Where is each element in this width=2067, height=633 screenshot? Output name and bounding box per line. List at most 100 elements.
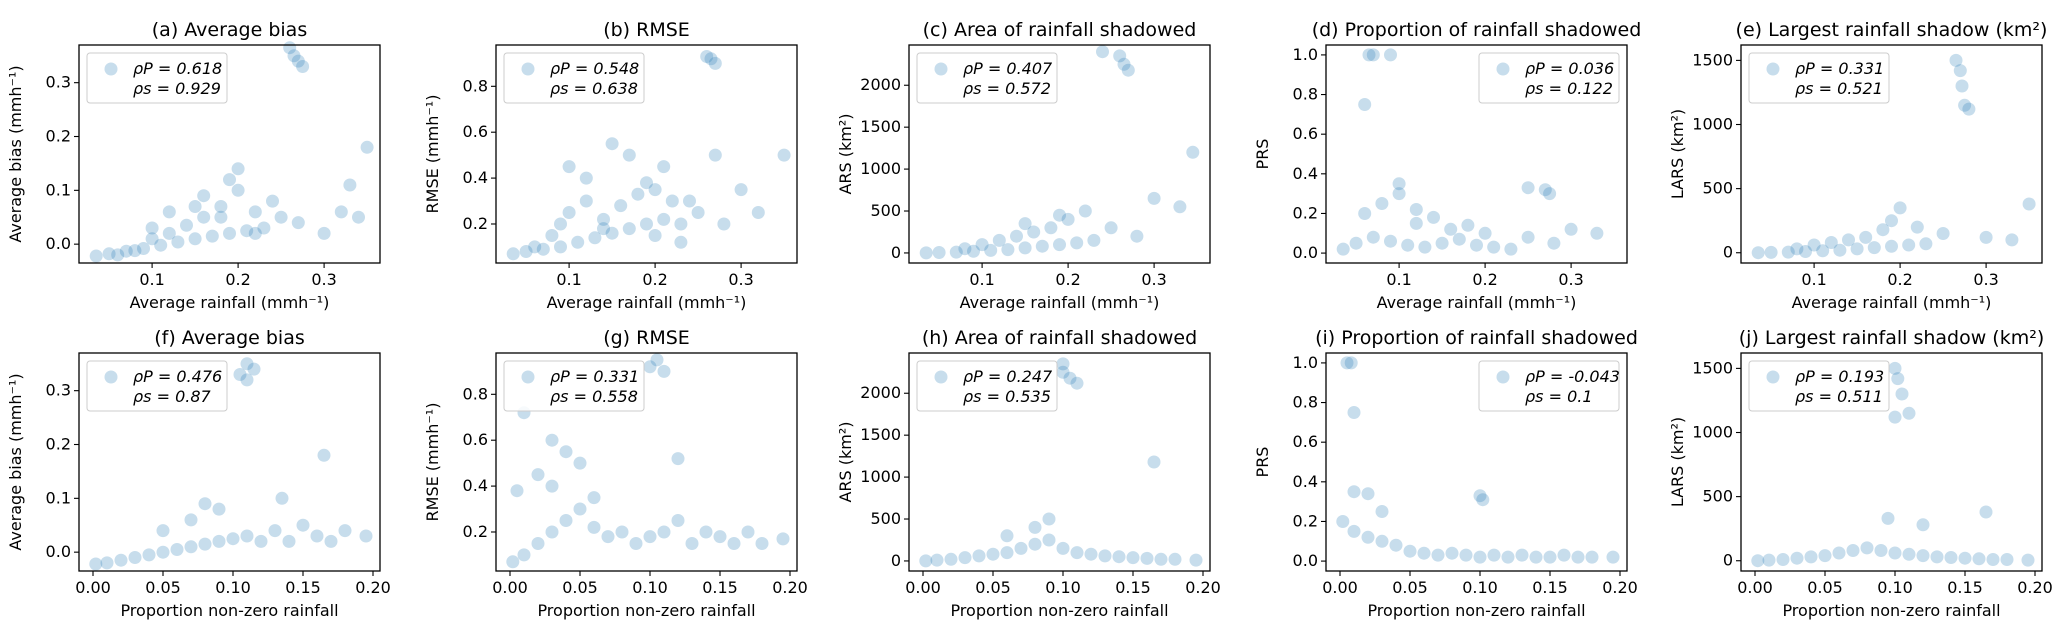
scatter-point [1790, 242, 1804, 256]
y-tick-label: 0.2 [463, 522, 488, 541]
scatter-point [967, 244, 980, 258]
scatter-point [1027, 225, 1041, 239]
scatter-point [579, 194, 593, 208]
scatter-point [156, 524, 170, 538]
legend-marker [1496, 62, 1510, 76]
y-tick-label: 0.4 [1293, 472, 1318, 491]
scatter-point [184, 513, 198, 527]
scatter-point [1358, 98, 1372, 111]
scatter-point [89, 249, 103, 263]
scatter-point [1409, 216, 1423, 230]
scatter-point [1860, 541, 1874, 555]
scatter-point [1902, 547, 1916, 561]
y-tick-label: 0 [891, 551, 901, 570]
axes-frame [908, 352, 1211, 572]
scatter-point [1336, 242, 1350, 256]
scatter-point [114, 553, 128, 567]
scatter-point [1375, 197, 1389, 210]
scatter-point [571, 235, 585, 249]
axes-frame [78, 352, 381, 572]
x-axis-label: Average rainfall (mmh⁻¹) [130, 293, 330, 312]
scatter-point [100, 556, 114, 570]
scatter-point [1061, 212, 1075, 226]
scatter-point [531, 468, 545, 482]
legend-entry: ρP = 0.331 [1795, 59, 1884, 78]
scatter-point [657, 212, 671, 226]
scatter-point [1515, 548, 1529, 562]
scatter-point [605, 226, 619, 240]
scatter-point [171, 235, 185, 249]
scatter-point [1916, 549, 1930, 563]
scatter-point [184, 540, 198, 554]
subplot-title: (c) Area of rainfall shadowed [923, 19, 1197, 41]
y-tick-label: 1500 [1692, 50, 1733, 69]
y-tick-label: 0.2 [463, 214, 488, 233]
scatter-point [1053, 238, 1066, 252]
scatter-point [142, 548, 156, 562]
scatter-point [1891, 372, 1905, 386]
scatter-point [986, 547, 1000, 561]
subplot-b: (b) RMSE 0.1 0.2 0.3 0.2 0.4 0.6 0.8 Average rai… [423, 19, 798, 312]
x-tick-label: 0.05 [562, 578, 598, 597]
scatter-point [665, 194, 679, 208]
scatter-point [352, 210, 365, 224]
scatter-point [683, 194, 696, 208]
scatter-points [89, 41, 374, 263]
scatter-point [137, 242, 150, 255]
x-axis-label: Proportion non-zero rainfall [1782, 601, 2000, 620]
scatter-point [1547, 236, 1561, 250]
scatter-point [1000, 529, 1014, 543]
y-axis-label: Average bias (mmh⁻¹) [6, 65, 25, 242]
scatter-point [1070, 236, 1084, 250]
scatter-point [685, 537, 699, 550]
scatter-point [751, 206, 765, 219]
y-axis-label: RMSE (mmh⁻¹) [423, 95, 442, 214]
scatter-point [755, 537, 769, 550]
scatter-point [717, 217, 731, 231]
scatter-point [1347, 485, 1361, 499]
scatter-point [317, 448, 331, 462]
scatter-point [1154, 552, 1168, 566]
legend-entry: ρP = 0.548 [550, 59, 639, 78]
scatter-point [1113, 49, 1127, 63]
legend-box [503, 360, 645, 412]
scatter-point [282, 534, 296, 548]
subplot-c: (c) Area of rainfall shadowed 0.1 0.2 0.3 0 5… [836, 19, 1211, 312]
y-tick-label: 2000 [860, 75, 901, 94]
scatter-point [536, 242, 550, 256]
scatter-point [1885, 214, 1898, 228]
scatter-point [1189, 553, 1203, 567]
x-tick-label: 0.15 [285, 578, 321, 597]
scatter-point [1470, 238, 1483, 252]
scatter-point [562, 160, 576, 174]
scatter-point [1590, 226, 1604, 240]
legend-box [86, 360, 228, 412]
scatter-point [1564, 222, 1578, 236]
y-tick-label: 1.0 [1293, 45, 1318, 64]
legend-entry: ρP = 0.247 [963, 367, 1053, 386]
x-tick-label: 0.15 [1115, 578, 1151, 597]
scatter-point [1173, 200, 1187, 214]
legend-marker [1766, 62, 1780, 76]
scatter-point [226, 532, 240, 546]
scatter-point [233, 368, 247, 381]
y-tick-label: 0.8 [463, 76, 488, 95]
scatter-point [614, 199, 628, 213]
x-tick-label: 0.10 [1877, 578, 1913, 597]
legend-box [86, 52, 228, 104]
scatter-point [1362, 48, 1376, 62]
subplot-title: (a) Average bias [152, 19, 307, 41]
x-tick-label: 0.1 [969, 270, 994, 289]
scatter-point [1001, 243, 1015, 257]
y-tick-label: 0.1 [46, 180, 71, 199]
scatter-point [1958, 551, 1972, 565]
subplot-title: (i) Proportion of rainfall shadowed [1315, 327, 1638, 349]
scatter-point [1096, 45, 1109, 59]
scatter-point [1000, 546, 1014, 560]
x-tick-label: 0.00 [905, 578, 941, 597]
scatter-point [1846, 544, 1860, 557]
